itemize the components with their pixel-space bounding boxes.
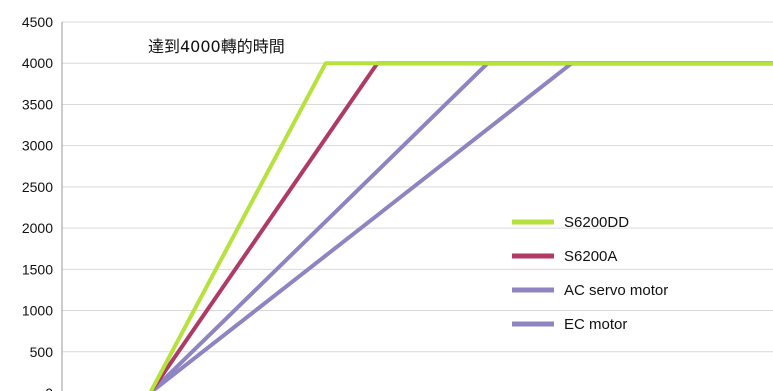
legend-label: S6200A [564, 248, 617, 265]
y-tick-label: 500 [30, 344, 54, 360]
series-line-ac-servo-motor [149, 61, 773, 391]
y-tick-label: 1500 [22, 261, 53, 277]
legend-label: AC servo motor [564, 282, 668, 299]
y-tick-label: 1000 [22, 303, 53, 319]
legend: S6200DD S6200A AC servo motor EC motor [512, 214, 668, 333]
series-line-s6200a [148, 61, 773, 391]
y-tick-label: 2500 [22, 179, 53, 195]
legend-label: S6200DD [564, 214, 629, 231]
chart-title: 達到4000轉的時間 [148, 37, 285, 56]
grid-lines [61, 21, 773, 391]
y-tick-label: 0 [45, 385, 53, 391]
y-tick-label: 4500 [22, 14, 53, 30]
legend-label: EC motor [564, 316, 627, 333]
y-tick-label: 3500 [22, 96, 53, 112]
y-tick-label: 4000 [22, 55, 53, 71]
y-axis-ticks: 0 500 1000 1500 2000 2500 3000 3500 4000 4500 [22, 14, 53, 391]
series-line-s6200dd [148, 61, 773, 391]
series-lines [148, 61, 773, 391]
y-tick-label: 2000 [22, 220, 53, 236]
y-tick-label: 3000 [22, 138, 53, 154]
series-line-ec-motor [149, 61, 773, 391]
